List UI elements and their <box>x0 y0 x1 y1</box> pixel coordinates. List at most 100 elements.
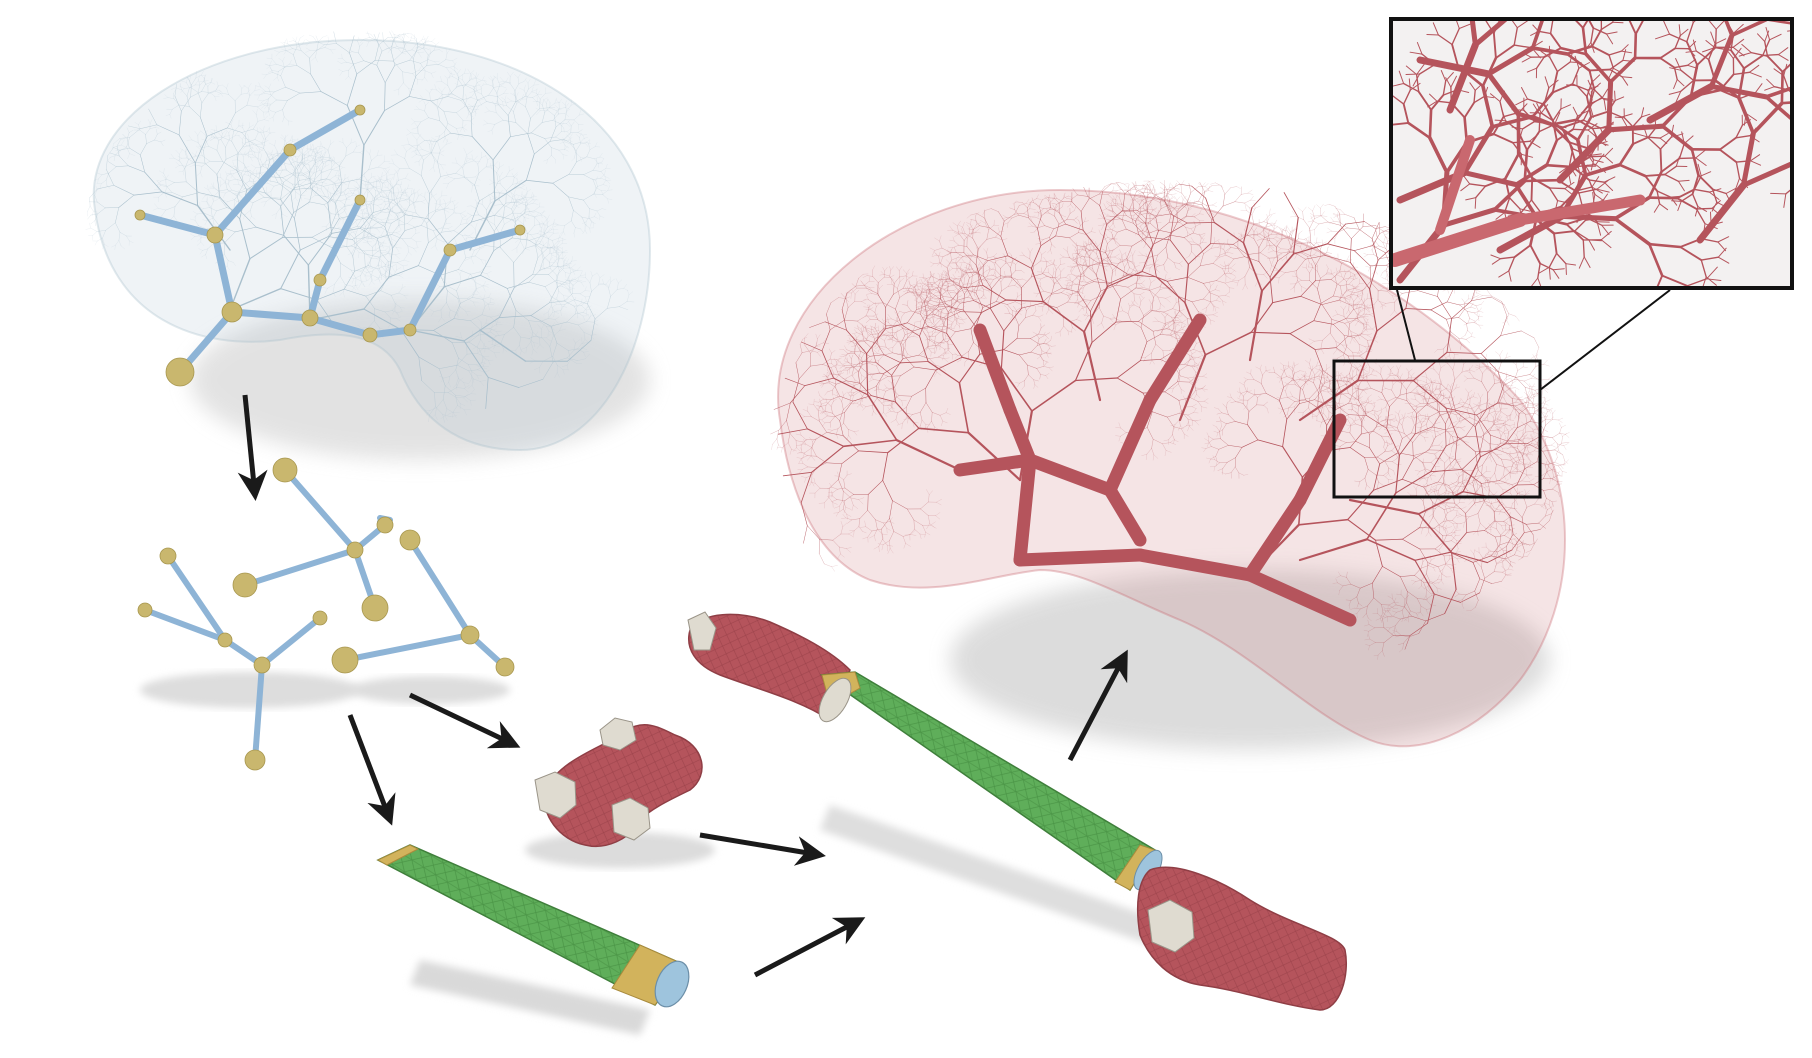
fine-graph-edge <box>225 189 232 194</box>
fine-graph-edge <box>240 152 244 157</box>
fine-graph-edge <box>438 317 442 323</box>
fine-graph-edge <box>426 410 430 416</box>
fine-graph-edge <box>211 183 214 189</box>
fine-graph-edge <box>472 290 475 295</box>
fine-graph-edge <box>386 196 391 202</box>
fine-graph-edge <box>227 173 232 175</box>
fine-graph-edge <box>180 148 186 152</box>
fine-graph-edge <box>274 145 279 154</box>
piece-edge <box>407 537 473 638</box>
fine-graph-edge <box>216 140 219 151</box>
fine-graph-edge <box>356 144 361 147</box>
fine-graph-edge <box>492 192 506 194</box>
fine-graph-edge <box>258 167 261 179</box>
fine-graph-edge <box>471 371 477 376</box>
fine-graph-edge <box>367 227 382 229</box>
fine-graph-edge <box>293 166 296 175</box>
fine-graph-edge <box>463 382 469 384</box>
fine-graph-edge <box>440 275 448 291</box>
fine-graph-edge <box>453 205 455 213</box>
fine-graph-edge <box>339 166 346 168</box>
fine-graph-edge <box>452 341 470 343</box>
fine-graph-edge <box>85 228 91 230</box>
fine-graph-edge <box>464 393 472 397</box>
fine-graph-edge <box>378 264 381 273</box>
fine-graph-edge <box>385 250 389 254</box>
fine-graph-edge <box>402 264 408 266</box>
fine-graph-edge <box>281 183 294 190</box>
fine-graph-edge <box>309 155 315 160</box>
fine-graph-edge <box>474 276 477 282</box>
fine-graph-edge <box>450 196 452 203</box>
fine-graph-edge <box>391 184 397 189</box>
fine-graph-edge <box>179 161 185 169</box>
fine-graph-edge <box>437 135 440 142</box>
fine-graph-edge <box>332 199 341 202</box>
fine-graph-edge <box>427 193 430 219</box>
fine-graph-edge <box>218 190 220 199</box>
graph-node <box>354 104 366 116</box>
fine-graph-edge <box>471 377 474 383</box>
fine-graph-edge <box>270 186 274 192</box>
fine-graph-edge <box>513 176 518 180</box>
fine-graph-edge <box>220 133 223 140</box>
fine-graph-edge <box>481 323 487 328</box>
fine-graph-edge <box>425 36 429 43</box>
fine-graph-edge <box>267 183 274 187</box>
fine-graph-edge <box>233 262 236 266</box>
fine-graph-edge <box>95 241 98 246</box>
fine-graph-edge <box>224 201 228 206</box>
fine-graph-edge <box>472 160 481 162</box>
fine-graph-edge <box>354 187 361 191</box>
fine-graph-edge <box>403 192 408 194</box>
fine-graph-edge <box>483 366 489 367</box>
piece-node <box>232 572 258 598</box>
fine-graph-edge <box>347 232 352 239</box>
fine-graph-edge <box>229 135 236 140</box>
fine-graph-edge <box>263 126 265 132</box>
fine-graph-edge <box>295 191 301 196</box>
fine-graph-edge <box>478 327 482 336</box>
fine-graph-edge <box>263 197 281 200</box>
fine-graph-edge <box>301 172 309 178</box>
fine-graph-edge <box>366 208 368 215</box>
fine-graph-edge <box>472 288 477 298</box>
fine-graph-edge <box>324 288 328 294</box>
fine-graph-edge <box>367 234 369 240</box>
fine-graph-edge <box>464 160 474 165</box>
fine-graph-edge <box>365 192 369 204</box>
fine-graph-edge <box>282 177 293 185</box>
fine-graph-edge <box>322 179 327 183</box>
fine-graph-edge <box>471 154 473 160</box>
fine-graph-edge <box>371 193 373 199</box>
fine-graph-edge <box>325 149 329 153</box>
fine-graph-edge <box>311 148 314 156</box>
fine-graph-edge <box>422 149 431 153</box>
fine-graph-edge <box>460 213 466 217</box>
fine-graph-edge <box>322 182 328 185</box>
fine-graph-edge <box>399 197 406 200</box>
fine-graph-edge <box>426 211 436 224</box>
fine-graph-edge <box>381 191 386 193</box>
fine-graph-edge <box>343 284 346 292</box>
piece-node <box>159 547 177 565</box>
fine-graph-edge <box>377 203 383 206</box>
fine-graph-edge <box>366 235 372 237</box>
fine-graph-edge <box>454 202 459 206</box>
fine-graph-edge <box>477 348 484 354</box>
fine-graph-edge <box>156 185 161 189</box>
fine-graph-edge <box>257 152 260 160</box>
fine-graph-edge <box>376 228 380 233</box>
fine-graph-edge <box>468 364 472 372</box>
fine-graph-edge <box>292 155 294 161</box>
fine-graph-edge <box>292 139 298 142</box>
fine-graph-edge <box>440 309 442 318</box>
fine-graph-edge <box>475 282 484 287</box>
fine-graph-edge <box>492 336 498 338</box>
fine-graph-edge <box>469 232 474 236</box>
fine-graph-edge <box>310 148 317 151</box>
fine-graph-edge <box>210 129 217 132</box>
fine-graph-edge <box>393 180 399 189</box>
fine-graph-edge <box>362 237 374 239</box>
fine-graph-edge <box>329 160 334 165</box>
